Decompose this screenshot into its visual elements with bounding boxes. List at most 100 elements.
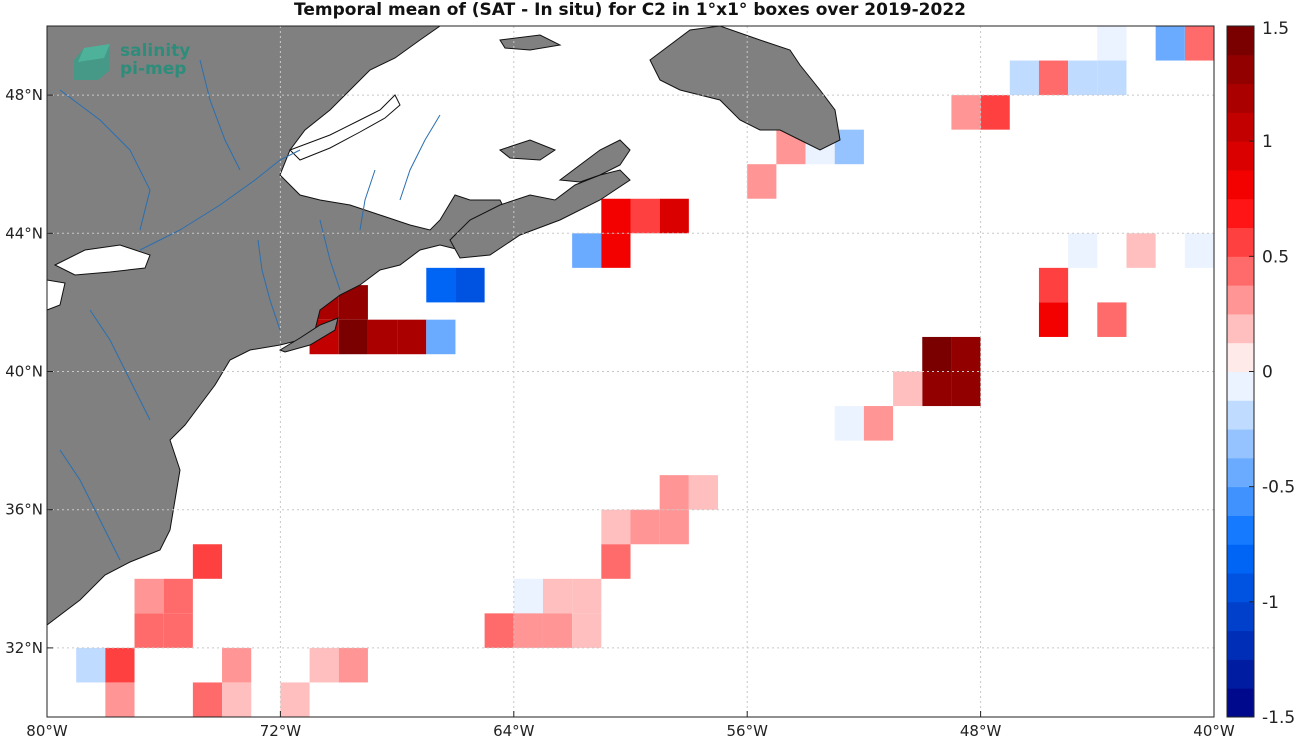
salinity-pi-mep-logo: salinity pi-mep xyxy=(70,40,220,86)
data-cell xyxy=(1155,26,1185,61)
colorbar-segment xyxy=(1227,26,1254,56)
y-tick-label: 48°N xyxy=(5,86,43,104)
nova-scotia xyxy=(449,169,631,259)
colorbar-segment xyxy=(1227,457,1254,488)
data-cell xyxy=(951,336,981,372)
st-lawrence-estuary xyxy=(289,94,401,161)
data-cell xyxy=(338,319,368,355)
great-lake xyxy=(53,244,151,276)
colorbar-segment xyxy=(1227,630,1254,660)
colorbar-segment xyxy=(1227,83,1254,113)
data-cell xyxy=(1126,233,1156,268)
data-cell xyxy=(1038,302,1069,337)
data-cell xyxy=(922,371,952,407)
data-cell xyxy=(601,198,631,234)
colorbar-segment xyxy=(1227,371,1254,401)
data-cell xyxy=(834,406,864,441)
data-cell xyxy=(484,613,514,648)
data-cell xyxy=(1068,233,1098,268)
colorbar-segment xyxy=(1227,112,1254,142)
data-cell xyxy=(659,509,689,545)
data-cell xyxy=(863,406,894,441)
logo-line1: salinity xyxy=(120,41,191,61)
cape-breton xyxy=(558,139,631,183)
data-cell xyxy=(280,682,310,717)
colorbar-segment xyxy=(1227,544,1254,574)
long-island xyxy=(278,317,339,353)
y-tick-label: 36°N xyxy=(5,501,43,519)
data-cell xyxy=(513,578,543,614)
river-5 xyxy=(89,309,151,421)
data-cell xyxy=(601,233,631,268)
colorbar-tick-label: -1 xyxy=(1262,593,1279,613)
colorbar-segment xyxy=(1227,342,1254,372)
colorbar-segment xyxy=(1227,515,1254,545)
data-cell xyxy=(105,647,135,683)
data-cell xyxy=(1038,267,1069,303)
cells-layer xyxy=(76,26,1214,717)
colorbar-segment xyxy=(1227,54,1254,85)
data-cell xyxy=(1009,60,1039,96)
river-6 xyxy=(59,449,121,561)
colorbar-tick-label: 0 xyxy=(1262,363,1273,383)
data-cell xyxy=(192,544,223,579)
colorbar-segment xyxy=(1227,688,1254,718)
data-cell xyxy=(1184,233,1214,268)
data-cell xyxy=(980,95,1010,130)
data-cell xyxy=(951,95,981,130)
colorbar-tick-label: 0.5 xyxy=(1262,247,1289,267)
newfoundland xyxy=(649,25,841,151)
data-cell xyxy=(659,475,689,510)
colorbar-segment xyxy=(1227,400,1254,430)
data-cell xyxy=(367,319,398,355)
data-cell xyxy=(426,319,456,355)
colorbar-ticks: 1.5 1 0.5 0 -0.5 -1 -1.5 xyxy=(1249,19,1295,728)
data-cell xyxy=(163,578,193,614)
x-tick-label: 64°W xyxy=(493,722,535,740)
data-cell xyxy=(572,613,602,648)
data-cell xyxy=(222,682,252,717)
data-cell xyxy=(747,164,777,199)
anticosti xyxy=(499,34,562,51)
data-cell xyxy=(601,544,631,579)
data-cell xyxy=(513,613,543,648)
data-cell xyxy=(1097,302,1127,337)
colorbar-segment xyxy=(1227,659,1254,689)
data-cell xyxy=(630,198,660,234)
data-cell xyxy=(455,267,485,303)
x-tick-label: 40°W xyxy=(1193,722,1235,740)
x-axis-ticks: 80°W 72°W 64°W 56°W 48°W 40°W xyxy=(26,711,1235,740)
data-cell xyxy=(163,613,193,648)
data-cell xyxy=(572,578,602,614)
colorbar-segment xyxy=(1227,169,1254,200)
river-8 xyxy=(359,169,376,231)
data-cell xyxy=(192,682,223,717)
colorbar-segment xyxy=(1227,227,1254,257)
data-cell xyxy=(893,371,923,407)
data-cell xyxy=(688,475,719,510)
data-cell xyxy=(134,613,164,648)
river-1 xyxy=(59,89,151,231)
map-title: Temporal mean of (SAT - In situ) for C2 … xyxy=(294,0,966,20)
colorbar-segment xyxy=(1227,313,1254,344)
x-tick-label: 48°W xyxy=(960,722,1002,740)
data-cell xyxy=(76,647,106,683)
land-layer xyxy=(46,25,841,627)
colorbar-tick-label: 1 xyxy=(1262,132,1273,152)
colorbar-segment xyxy=(1227,486,1254,516)
colorbar-segment xyxy=(1227,573,1254,603)
river-2 xyxy=(199,59,241,171)
colorbar xyxy=(1227,26,1254,718)
y-tick-label: 40°N xyxy=(5,363,43,381)
logo-mark-icon xyxy=(74,44,110,80)
logo-line2: pi-mep xyxy=(120,59,187,79)
x-tick-label: 56°W xyxy=(726,722,768,740)
data-cell xyxy=(659,198,689,234)
y-tick-label: 44°N xyxy=(5,224,43,242)
colorbar-tick-label: 1.5 xyxy=(1262,19,1289,39)
x-tick-label: 72°W xyxy=(260,722,302,740)
colorbar-segment xyxy=(1227,141,1254,171)
colorbar-segment xyxy=(1227,429,1254,459)
river-3 xyxy=(257,239,281,331)
